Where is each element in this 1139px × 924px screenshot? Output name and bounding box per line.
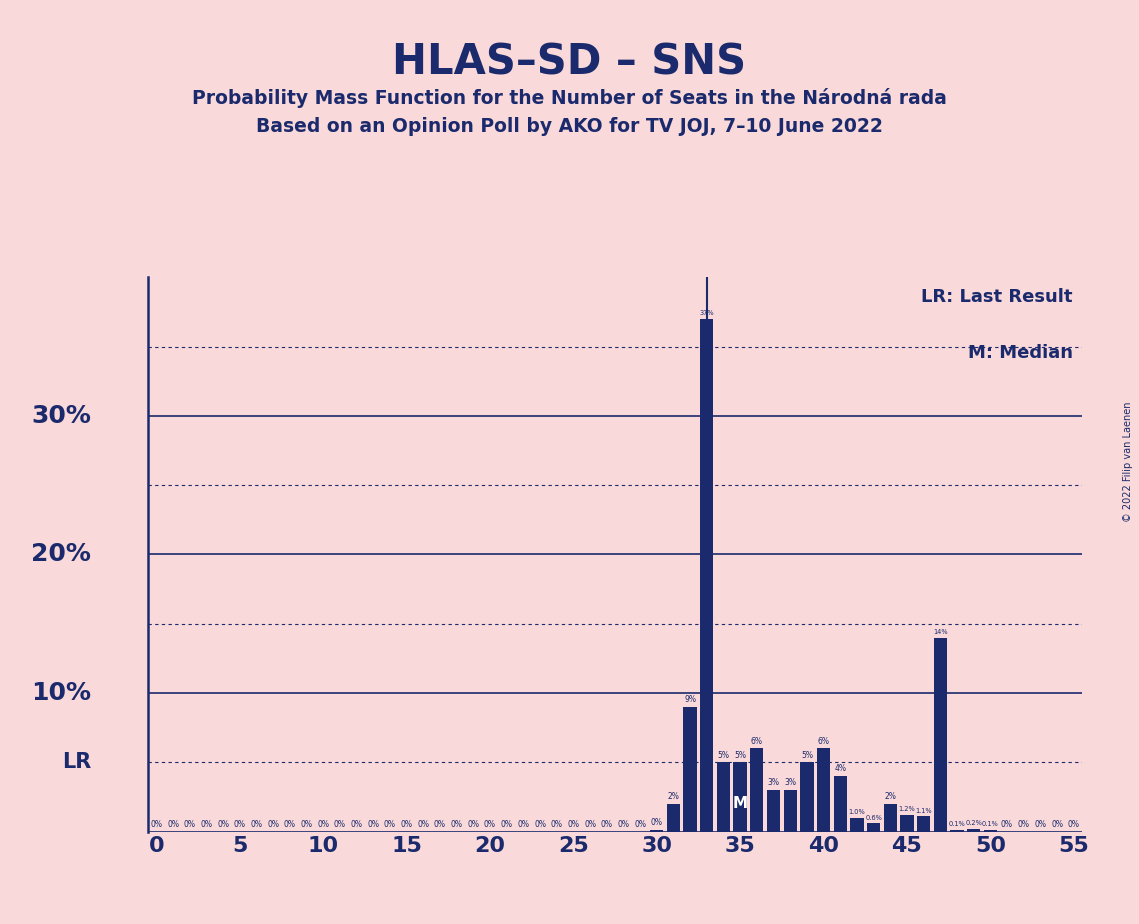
Text: 1.2%: 1.2% — [899, 807, 916, 812]
Text: 0%: 0% — [517, 820, 530, 829]
Text: 0%: 0% — [634, 820, 646, 829]
Text: 14%: 14% — [933, 629, 948, 635]
Text: 5%: 5% — [718, 750, 729, 760]
Text: 0%: 0% — [584, 820, 596, 829]
Text: 6%: 6% — [751, 736, 763, 746]
Bar — [850, 818, 863, 832]
Bar — [666, 804, 680, 832]
Text: 0%: 0% — [1034, 820, 1047, 829]
Text: LR: LR — [62, 752, 91, 772]
Text: 0%: 0% — [200, 820, 213, 829]
Text: 0%: 0% — [301, 820, 312, 829]
Text: 0%: 0% — [467, 820, 480, 829]
Text: 4%: 4% — [834, 764, 846, 773]
Text: Probability Mass Function for the Number of Seats in the Národná rada: Probability Mass Function for the Number… — [192, 88, 947, 108]
Text: 6%: 6% — [818, 736, 829, 746]
Bar — [900, 815, 913, 832]
Text: 2%: 2% — [884, 792, 896, 801]
Text: 0.2%: 0.2% — [965, 821, 982, 826]
Text: 1.0%: 1.0% — [849, 809, 866, 815]
Text: Based on an Opinion Poll by AKO for TV JOJ, 7–10 June 2022: Based on an Opinion Poll by AKO for TV J… — [256, 117, 883, 137]
Text: 0%: 0% — [233, 820, 246, 829]
Text: 0%: 0% — [150, 820, 163, 829]
Text: 0%: 0% — [484, 820, 495, 829]
Text: 37%: 37% — [699, 310, 714, 316]
Text: 10%: 10% — [31, 681, 91, 705]
Text: 0%: 0% — [600, 820, 613, 829]
Bar — [751, 748, 763, 832]
Text: 0%: 0% — [334, 820, 346, 829]
Text: 0%: 0% — [650, 819, 663, 828]
Bar — [884, 804, 896, 832]
Text: 0%: 0% — [1001, 820, 1013, 829]
Bar — [784, 790, 797, 832]
Text: 0%: 0% — [284, 820, 296, 829]
Text: 0%: 0% — [367, 820, 379, 829]
Text: 0%: 0% — [317, 820, 329, 829]
Bar — [834, 776, 847, 832]
Text: 0%: 0% — [351, 820, 362, 829]
Bar — [700, 319, 713, 832]
Text: 0%: 0% — [417, 820, 429, 829]
Text: 0.1%: 0.1% — [949, 821, 966, 828]
Text: 30%: 30% — [31, 404, 91, 428]
Text: 0%: 0% — [451, 820, 462, 829]
Bar — [801, 762, 813, 832]
Bar — [716, 762, 730, 832]
Text: LR: Last Result: LR: Last Result — [921, 288, 1073, 306]
Bar — [934, 638, 947, 832]
Text: 0.1%: 0.1% — [982, 821, 999, 828]
Text: 3%: 3% — [784, 778, 796, 787]
Bar — [867, 823, 880, 832]
Text: 0%: 0% — [183, 820, 196, 829]
Text: 0%: 0% — [384, 820, 396, 829]
Text: 0%: 0% — [550, 820, 563, 829]
Text: 5%: 5% — [801, 750, 813, 760]
Text: HLAS–SD – SNS: HLAS–SD – SNS — [393, 42, 746, 83]
Text: 1.1%: 1.1% — [916, 808, 932, 813]
Text: 0%: 0% — [501, 820, 513, 829]
Bar — [950, 830, 964, 832]
Text: 0%: 0% — [401, 820, 412, 829]
Text: 0%: 0% — [534, 820, 546, 829]
Text: 20%: 20% — [31, 542, 91, 566]
Text: 0%: 0% — [434, 820, 446, 829]
Bar — [734, 762, 747, 832]
Text: 0%: 0% — [1067, 820, 1080, 829]
Text: 0%: 0% — [1017, 820, 1030, 829]
Bar — [650, 830, 663, 832]
Text: 0%: 0% — [251, 820, 262, 829]
Text: 0%: 0% — [268, 820, 279, 829]
Text: 3%: 3% — [768, 778, 779, 787]
Text: 5%: 5% — [735, 750, 746, 760]
Text: 0%: 0% — [1051, 820, 1063, 829]
Bar — [967, 829, 981, 832]
Text: 0%: 0% — [567, 820, 580, 829]
Bar — [984, 830, 997, 832]
Text: 0%: 0% — [617, 820, 630, 829]
Bar — [683, 707, 697, 832]
Text: 9%: 9% — [685, 695, 696, 704]
Text: 2%: 2% — [667, 792, 679, 801]
Text: M: M — [732, 796, 747, 811]
Text: 0.6%: 0.6% — [866, 815, 882, 821]
Bar — [767, 790, 780, 832]
Text: 0%: 0% — [218, 820, 229, 829]
Text: 0%: 0% — [167, 820, 179, 829]
Text: © 2022 Filip van Laenen: © 2022 Filip van Laenen — [1123, 402, 1133, 522]
Bar — [817, 748, 830, 832]
Bar — [917, 817, 931, 832]
Text: M: Median: M: Median — [968, 344, 1073, 361]
